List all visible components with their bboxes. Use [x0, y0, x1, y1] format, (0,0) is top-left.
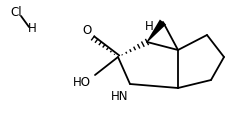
- Text: H: H: [145, 20, 153, 34]
- Text: O: O: [82, 25, 92, 37]
- Polygon shape: [147, 20, 166, 42]
- Text: HN: HN: [111, 91, 129, 104]
- Text: H: H: [28, 22, 37, 35]
- Text: Cl: Cl: [10, 5, 22, 18]
- Text: HO: HO: [73, 77, 91, 89]
